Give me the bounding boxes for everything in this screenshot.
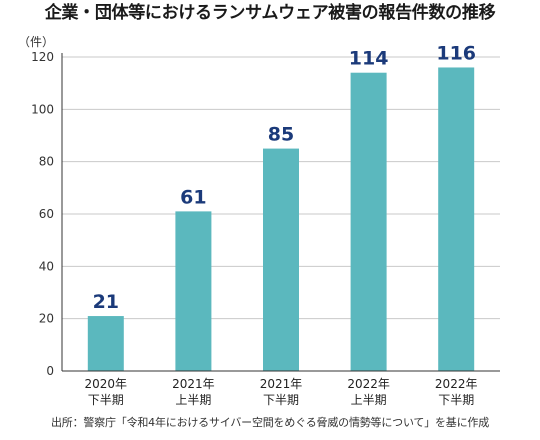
- x-tick-label-year: 2022年: [347, 377, 390, 391]
- x-tick-label-half: 下半期: [438, 393, 474, 407]
- source-note: 出所：警察庁「令和4年におけるサイバー空間をめぐる脅威の情勢等について」を基に作…: [50, 416, 490, 429]
- y-tick-label: 120: [31, 50, 54, 64]
- y-tick-label: 0: [46, 364, 54, 378]
- x-tick-label-year: 2021年: [260, 377, 303, 391]
- y-tick-label: 40: [39, 259, 54, 273]
- bar-value-label: 61: [180, 186, 206, 208]
- y-tick-label: 20: [39, 312, 54, 326]
- bar-value-label: 21: [93, 291, 119, 313]
- x-tick-label-half: 上半期: [175, 393, 211, 407]
- x-tick-label-half: 下半期: [263, 393, 299, 407]
- chart-title: 企業・団体等におけるランサムウェア被害の報告件数の推移: [44, 3, 496, 23]
- x-tick-label-year: 2021年: [172, 377, 215, 391]
- y-tick-label: 60: [39, 207, 54, 221]
- x-tick-label-year: 2020年: [85, 377, 128, 391]
- x-tick-label-half: 下半期: [88, 393, 124, 407]
- bar: [350, 72, 387, 371]
- bar-value-label: 116: [436, 42, 476, 64]
- bar-value-label: 114: [349, 48, 389, 70]
- bar: [438, 67, 475, 371]
- x-tick-label-half: 上半期: [351, 393, 387, 407]
- y-tick-label: 80: [39, 155, 54, 169]
- x-tick-label-year: 2022年: [435, 377, 478, 391]
- bar: [263, 148, 299, 371]
- y-axis-unit-label: （件）: [18, 35, 55, 49]
- bar: [175, 211, 212, 371]
- y-tick-label: 100: [31, 102, 54, 116]
- bar-value-label: 85: [268, 124, 294, 146]
- bar: [87, 316, 124, 371]
